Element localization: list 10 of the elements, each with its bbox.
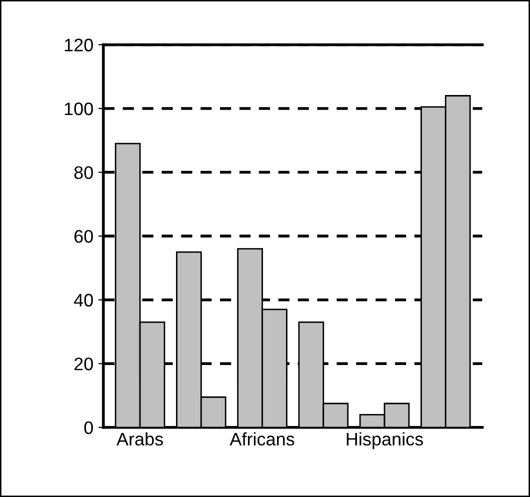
y-tick-label: 100 [64,102,93,116]
x-tick-label: Hispanics [346,432,423,450]
x-tick-label: Arabs [116,432,163,446]
x-tick-label: Africans [230,432,294,446]
y-tick-label: 0 [84,421,93,434]
y-tick-label: 20 [74,358,93,370]
y-tick-label: 80 [74,166,93,180]
y-tick-label: 120 [64,38,93,52]
y-tick-label: 60 [74,230,93,243]
y-tick-label: 40 [74,294,93,307]
